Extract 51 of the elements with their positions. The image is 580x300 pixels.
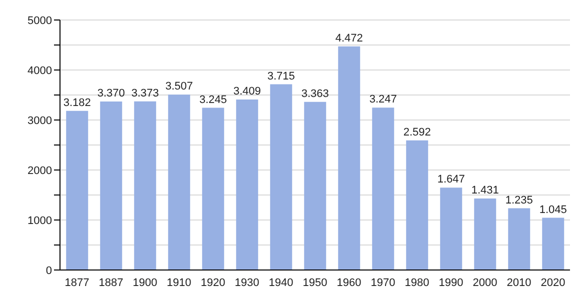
bar [100,102,122,270]
data-label: 2.592 [403,126,431,138]
x-tick-label: 1900 [132,276,158,289]
data-label: 1.235 [505,194,533,206]
x-tick-label: 1940 [268,276,294,289]
bar [508,208,530,270]
x-tick-label: 1930 [234,276,260,289]
x-tick-label: 1920 [200,276,226,289]
bar [168,94,190,270]
bar [338,46,360,270]
y-tick-label: 5000 [28,14,52,27]
bar [440,188,462,270]
y-tick-label: 3000 [28,114,52,127]
bar [66,110,88,270]
data-label: 1.431 [471,184,499,196]
bar [236,100,258,270]
bar [474,198,496,270]
data-label: 1.045 [539,204,567,216]
x-tick-label: 2020 [540,276,566,289]
bar [406,140,428,270]
x-tick-label: 1980 [404,276,430,289]
x-tick-label: 2010 [506,276,532,289]
y-tick-label: 2000 [28,164,52,177]
data-label: 3.370 [97,88,125,100]
y-tick-label: 0 [46,264,52,277]
data-label: 3.409 [233,86,261,98]
x-tick-label: 2000 [472,276,498,289]
data-label: 3.373 [131,87,159,100]
data-label: 3.247 [369,94,397,106]
x-tick-label: 1960 [336,276,362,289]
x-tick-label: 1877 [64,276,90,289]
data-label: 3.715 [267,70,295,82]
x-tick-label: 1950 [302,276,328,289]
data-label: 3.363 [301,88,329,100]
bar [202,108,224,270]
x-tick-label: 1990 [438,276,464,289]
bar [542,218,564,270]
data-label: 3.507 [165,80,193,93]
x-tick-label: 1887 [98,276,124,289]
y-tick-label: 1000 [28,214,52,227]
bar [304,102,326,270]
y-tick-label: 4000 [28,64,52,77]
bar [134,101,156,270]
bar [372,108,394,270]
bar [270,84,292,270]
x-tick-label: 1970 [370,276,396,289]
data-label: 4.472 [335,32,363,44]
x-tick-label: 1910 [166,276,192,289]
data-label: 3.245 [199,94,227,106]
data-label: 3.182 [63,96,91,109]
data-label: 1.647 [437,174,465,186]
